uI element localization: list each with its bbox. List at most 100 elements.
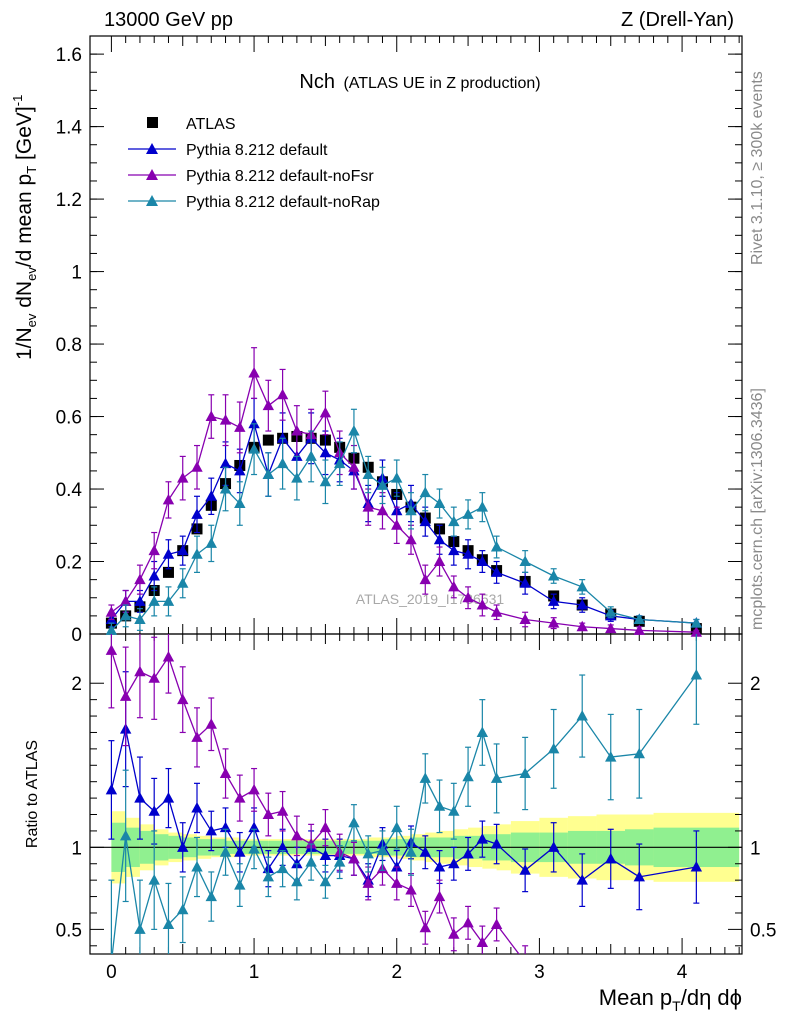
ratio-point-norap <box>490 772 503 783</box>
side-label-rivet: Rivet 3.1.10, ≥ 300k events <box>749 71 766 265</box>
data-point-default <box>162 548 175 559</box>
data-point-norap <box>177 577 189 588</box>
main-y-tick-label: 1.2 <box>56 190 82 211</box>
ratio-point-norap <box>376 844 389 856</box>
ratio-point-nofsr <box>134 665 146 677</box>
data-point-default <box>219 457 232 469</box>
ratio-point-default <box>476 833 489 844</box>
ratio-point-norap <box>576 710 588 721</box>
ratio-point-default <box>177 841 189 852</box>
ratio-series <box>105 634 703 967</box>
ratio-panel-frame <box>89 633 743 955</box>
data-point-nofsr <box>576 620 588 632</box>
data-point-nofsr <box>248 367 260 378</box>
ratio-point-norap <box>319 875 332 887</box>
data-point-nofsr <box>490 606 503 617</box>
data-point-default <box>234 464 246 476</box>
header-left: 13000 GeV pp <box>104 9 233 31</box>
data-point-default <box>476 555 489 567</box>
ratio-point-norap <box>690 669 703 680</box>
data-point-nofsr <box>262 399 275 411</box>
data-point-nofsr <box>148 544 160 556</box>
ratio-y-axis-label: Ratio to ATLAS <box>24 740 41 848</box>
ratio-point-default <box>276 841 289 852</box>
ratio-y-tick-label: 0.5 <box>56 920 82 941</box>
x-tick-label: 1 <box>249 962 260 983</box>
ratio-point-default <box>291 857 303 869</box>
ratio-point-default <box>391 861 403 872</box>
data-point-default <box>148 570 160 581</box>
data-point-nofsr <box>405 533 417 545</box>
ratio-point-default <box>419 846 431 857</box>
ratio-point-norap <box>177 903 189 915</box>
ratio-point-nofsr <box>519 956 530 967</box>
x-axis-label: Mean pT/dη dϕ <box>599 985 742 1014</box>
data-point-nofsr <box>433 555 446 567</box>
ratio-point-nofsr <box>448 928 460 939</box>
ratio-point-norap <box>333 856 346 867</box>
ratio-point-norap <box>448 805 460 816</box>
ratio-point-norap <box>276 862 289 874</box>
data-point-nofsr <box>205 410 217 422</box>
data-point-nofsr <box>234 421 246 432</box>
legend-marker-default <box>146 143 158 154</box>
data-point-nofsr <box>319 406 332 418</box>
ratio-point-nofsr <box>119 690 132 701</box>
legend-entry-nofsr: Pythia 8.212 default-noFsr <box>128 168 374 185</box>
ratio-y-tick-label: 1 <box>71 838 82 859</box>
series-line-norap <box>110 429 697 631</box>
data-point-norap <box>134 613 146 625</box>
ratio-point-nofsr <box>433 890 446 902</box>
data-point-norap <box>476 501 489 512</box>
ratio-series-norap <box>108 634 703 954</box>
data-point-nofsr <box>134 573 146 585</box>
data-point-nofsr <box>362 501 374 512</box>
ratio-point-norap <box>519 767 531 778</box>
ratio-point-norap <box>148 874 160 885</box>
ratio-point-default <box>690 861 703 872</box>
main-y-tick-label: 1.6 <box>56 45 82 66</box>
data-point-norap <box>419 486 431 498</box>
data-point-nofsr <box>419 573 431 585</box>
ratio-point-nofsr <box>362 877 374 888</box>
ratio-point-nofsr <box>476 936 489 948</box>
x-tick-label: 4 <box>677 962 688 983</box>
data-point-norap <box>148 595 160 606</box>
data-point-nofsr <box>519 613 531 625</box>
ratio-point-nofsr <box>305 838 317 849</box>
main-title: Nch (ATLAS UE in Z production) <box>299 71 540 93</box>
ratio-y-tick-label-right: 1 <box>750 838 761 859</box>
data-point-norap <box>305 450 317 461</box>
ratio-point-norap <box>462 770 474 782</box>
data-point-atlas <box>162 566 174 578</box>
ratio-series-clip <box>105 634 703 967</box>
series-line-default <box>110 421 697 624</box>
data-point-norap <box>162 595 175 606</box>
main-axis-ticks: 0 0.2 0.4 0.6 0.8 1 1.2 1.4 1.6 <box>56 36 742 646</box>
ratio-point-default <box>633 870 645 882</box>
data-point-norap <box>191 548 203 559</box>
ratio-point-nofsr <box>291 829 303 841</box>
legend: ATLAS Pythia 8.212 default Pythia 8.212 … <box>128 116 380 211</box>
legend-marker-norap <box>146 195 158 206</box>
data-point-nofsr <box>191 461 203 472</box>
ratio-point-norap <box>433 800 446 811</box>
data-point-norap <box>391 472 403 483</box>
legend-entry-default: Pythia 8.212 default <box>128 142 328 159</box>
data-point-nofsr <box>476 599 489 610</box>
ratio-point-default <box>191 801 203 813</box>
x-tick-label: 0 <box>106 962 117 983</box>
ratio-point-default <box>234 846 246 857</box>
data-point-norap <box>348 425 360 436</box>
legend-label-norap: Pythia 8.212 default-noRap <box>186 194 380 211</box>
legend-entry-norap: Pythia 8.212 default-noRap <box>128 194 380 211</box>
data-point-norap <box>291 472 303 483</box>
ratio-point-default <box>205 824 217 836</box>
main-y-tick-label: 1.4 <box>56 118 83 139</box>
main-y-tick-label: 0 <box>71 625 82 646</box>
ratio-point-nofsr <box>348 852 360 864</box>
ratio-point-norap <box>205 890 217 902</box>
data-point-norap <box>490 541 503 552</box>
ratio-point-default <box>490 838 503 849</box>
ratio-point-default <box>148 805 160 816</box>
